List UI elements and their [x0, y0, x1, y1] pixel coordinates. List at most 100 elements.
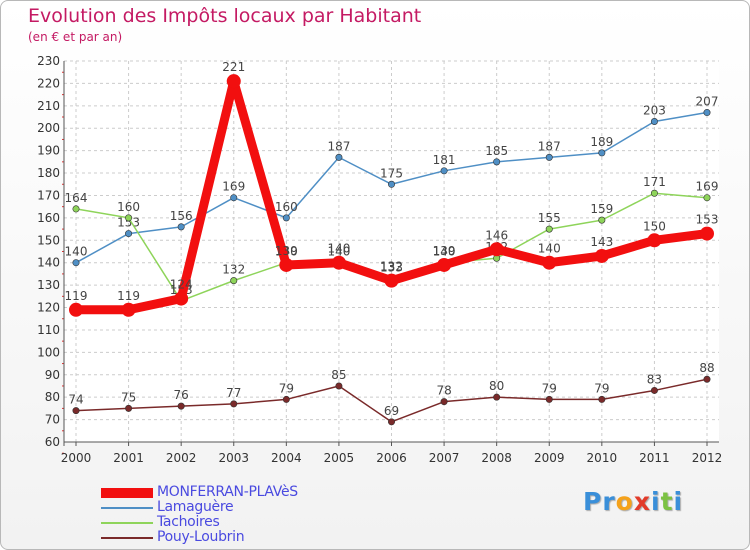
data-label-tachoires: 155 [538, 211, 561, 225]
x-tick-label: 2007 [429, 451, 460, 465]
y-tick-label: 200 [37, 121, 60, 135]
data-point-monferran-plav-s [279, 257, 294, 272]
data-label-pouy-loubrin: 79 [594, 381, 609, 395]
data-label-pouy-loubrin: 85 [331, 368, 346, 382]
data-label-pouy-loubrin: 69 [384, 404, 399, 418]
data-label-monferran-plav-s: 119 [65, 289, 88, 303]
legend-label-lamaguere: Lamaguère [157, 499, 234, 515]
data-point-lamagu-re [230, 194, 238, 202]
data-point-monferran-plav-s [700, 226, 714, 241]
data-label-pouy-loubrin: 79 [542, 381, 557, 395]
data-point-pouy-loubrin [230, 400, 238, 408]
chart-subtitle: (en € et par an) [28, 30, 123, 44]
legend: MONFERRAN-PLAVèS Lamaguère Tachoires Pou… [101, 484, 441, 546]
y-tick-label: 190 [37, 144, 60, 158]
logo-letter: t [660, 487, 674, 516]
data-point-monferran-plav-s [69, 302, 83, 317]
y-tick-label: 80 [45, 390, 60, 404]
legend-item-tachoires[interactable]: Tachoires [101, 514, 441, 531]
y-tick-label: 180 [37, 166, 60, 180]
data-label-pouy-loubrin: 79 [279, 381, 294, 395]
data-point-monferran-plav-s [174, 291, 189, 306]
data-point-lamagu-re [72, 259, 80, 267]
y-tick-label: 220 [37, 76, 60, 90]
logo-letter: x [633, 487, 651, 516]
logo-letter: o [615, 487, 634, 516]
data-label-monferran-plav-s: 119 [117, 289, 140, 303]
data-point-pouy-loubrin [335, 382, 343, 390]
legend-item-monferran[interactable]: MONFERRAN-PLAVèS [101, 484, 441, 501]
data-point-monferran-plav-s [489, 242, 504, 257]
legend-swatch-tachoires [101, 522, 153, 524]
x-tick-label: 2004 [271, 451, 302, 465]
x-tick-label: 2006 [376, 451, 407, 465]
data-point-pouy-loubrin [650, 386, 658, 394]
data-label-monferran-plav-s: 140 [327, 242, 350, 256]
data-label-pouy-loubrin: 80 [489, 379, 504, 393]
data-point-pouy-loubrin [72, 407, 80, 415]
legend-item-pouy-loubrin[interactable]: Pouy-Loubrin [101, 529, 441, 546]
data-label-monferran-plav-s: 143 [590, 235, 613, 249]
data-label-lamagu-re: 175 [380, 166, 403, 180]
y-tick-label: 110 [37, 323, 60, 337]
x-tick-label: 2003 [218, 451, 249, 465]
data-point-monferran-plav-s [331, 255, 346, 270]
data-label-pouy-loubrin: 76 [174, 388, 189, 402]
data-label-lamagu-re: 160 [275, 200, 298, 214]
data-label-lamagu-re: 187 [327, 139, 350, 153]
data-label-monferran-plav-s: 139 [275, 244, 298, 258]
data-point-pouy-loubrin [493, 393, 501, 401]
data-point-pouy-loubrin [282, 395, 290, 403]
data-point-pouy-loubrin [177, 402, 185, 410]
data-label-monferran-plav-s: 146 [485, 228, 508, 242]
data-point-lamagu-re [598, 149, 606, 157]
data-point-lamagu-re [387, 180, 395, 188]
data-label-lamagu-re: 185 [485, 144, 508, 158]
data-point-tachoires [650, 189, 658, 197]
data-label-tachoires: 169 [696, 180, 719, 194]
data-point-monferran-plav-s [121, 302, 136, 317]
data-point-pouy-loubrin [545, 395, 553, 403]
data-label-pouy-loubrin: 78 [436, 384, 451, 398]
legend-item-lamaguere[interactable]: Lamaguère [101, 499, 441, 516]
data-label-tachoires: 159 [590, 202, 613, 216]
data-point-pouy-loubrin [387, 418, 395, 426]
data-point-lamagu-re [282, 214, 290, 222]
data-label-pouy-loubrin: 74 [68, 393, 83, 407]
data-point-pouy-loubrin [440, 398, 448, 406]
data-label-tachoires: 132 [222, 263, 245, 277]
data-label-pouy-loubrin: 88 [699, 361, 714, 375]
data-label-monferran-plav-s: 132 [380, 260, 403, 274]
x-tick-label: 2005 [324, 451, 355, 465]
data-point-monferran-plav-s [226, 74, 241, 89]
chart-title: Evolution des Impôts locaux par Habitant [28, 5, 422, 27]
legend-label-monferran: MONFERRAN-PLAVèS [157, 484, 298, 500]
data-label-lamagu-re: 156 [170, 209, 193, 223]
data-point-lamagu-re [335, 153, 343, 161]
data-label-lamagu-re: 140 [65, 245, 88, 259]
legend-swatch-pouy-loubrin [101, 537, 153, 539]
data-label-lamagu-re: 189 [590, 135, 613, 149]
legend-swatch-lamaguere [101, 507, 153, 509]
data-label-lamagu-re: 169 [222, 180, 245, 194]
data-label-monferran-plav-s: 153 [696, 213, 719, 227]
legend-swatch-monferran [101, 488, 153, 498]
data-label-pouy-loubrin: 75 [121, 390, 136, 404]
data-point-tachoires [703, 194, 711, 202]
y-tick-label: 130 [37, 278, 60, 292]
data-label-pouy-loubrin: 77 [226, 386, 241, 400]
data-label-lamagu-re: 181 [433, 153, 456, 167]
legend-label-tachoires: Tachoires [157, 514, 220, 530]
data-label-pouy-loubrin: 83 [647, 372, 662, 386]
data-point-monferran-plav-s [594, 248, 609, 263]
x-tick-label: 2009 [534, 451, 565, 465]
data-point-tachoires [125, 214, 133, 222]
data-point-pouy-loubrin [703, 375, 711, 383]
data-label-monferran-plav-s: 139 [433, 244, 456, 258]
logo-letter: r [602, 487, 616, 516]
y-tick-label: 90 [45, 368, 60, 382]
x-tick-label: 2001 [113, 451, 144, 465]
data-point-tachoires [545, 225, 553, 233]
data-point-monferran-plav-s [647, 233, 662, 248]
data-point-tachoires [230, 277, 238, 285]
